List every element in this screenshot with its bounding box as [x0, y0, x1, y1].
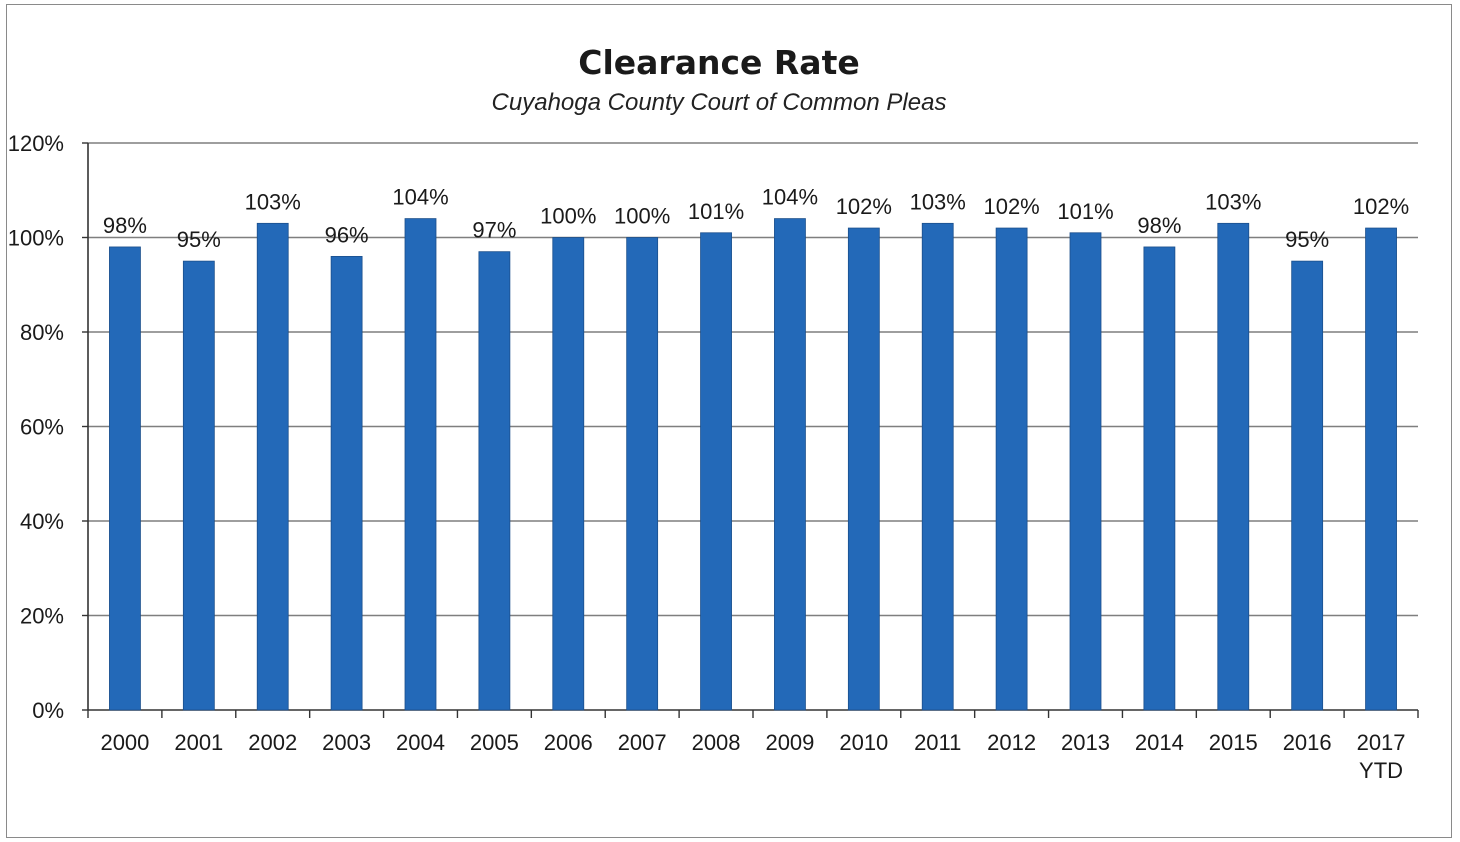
bar — [404, 218, 437, 711]
bar — [330, 255, 363, 711]
bar — [256, 222, 289, 711]
bar — [847, 227, 880, 711]
x-tick-label: 2012 — [987, 730, 1036, 755]
bar — [552, 237, 585, 711]
bar — [1069, 232, 1102, 711]
y-tick-label: 80% — [20, 320, 64, 345]
x-tick-label: 2004 — [396, 730, 445, 755]
data-label: 101% — [1057, 199, 1113, 224]
x-tick-label: 2009 — [765, 730, 814, 755]
x-tick-label: YTD — [1359, 758, 1403, 783]
data-label: 95% — [1285, 227, 1329, 252]
x-tick-label: 2008 — [692, 730, 741, 755]
data-label: 102% — [983, 194, 1039, 219]
x-tick-label: 2007 — [618, 730, 667, 755]
y-tick-label: 40% — [20, 509, 64, 534]
x-tick-label: 2006 — [544, 730, 593, 755]
y-tick-label: 100% — [8, 226, 64, 251]
data-label: 96% — [325, 222, 369, 247]
x-tick-label: 2001 — [174, 730, 223, 755]
chart-subtitle: Cuyahoga County Court of Common Pleas — [491, 89, 947, 116]
bar — [921, 222, 954, 711]
bar — [774, 218, 806, 711]
data-label: 104% — [762, 185, 818, 210]
x-tick-label: 2010 — [839, 730, 888, 755]
x-tick-label: 2013 — [1061, 730, 1110, 755]
data-label: 102% — [836, 194, 892, 219]
x-tick-label: 2003 — [322, 730, 371, 755]
x-tick-label: 2011 — [914, 730, 961, 755]
data-label: 100% — [614, 204, 670, 229]
bar — [182, 260, 215, 711]
bar — [1291, 260, 1324, 711]
x-tick-label: 2017 — [1357, 730, 1406, 755]
chart-title: Clearance Rate — [578, 43, 860, 82]
bar — [995, 227, 1028, 711]
x-tick-label: 2016 — [1283, 730, 1332, 755]
data-label: 100% — [540, 204, 596, 229]
x-tick-label: 2014 — [1135, 730, 1184, 755]
data-label: 103% — [1205, 189, 1261, 214]
y-tick-label: 120% — [8, 131, 64, 156]
bar — [700, 232, 732, 711]
x-tick-label: 2005 — [470, 730, 519, 755]
x-tick-label: 2002 — [248, 730, 297, 755]
data-label: 98% — [1137, 213, 1181, 238]
y-tick-label: 0% — [32, 698, 64, 723]
x-tick-label: 2000 — [100, 730, 149, 755]
bar — [1143, 246, 1176, 711]
data-label: 102% — [1353, 194, 1409, 219]
y-tick-label: 20% — [20, 604, 64, 629]
x-tick-label: 2015 — [1209, 730, 1258, 755]
data-label: 104% — [392, 185, 448, 210]
bar — [1217, 222, 1250, 711]
data-label: 101% — [688, 199, 744, 224]
data-label: 103% — [910, 189, 966, 214]
bar — [109, 246, 141, 711]
data-label: 95% — [177, 227, 221, 252]
bar — [626, 237, 659, 711]
data-label: 103% — [245, 189, 301, 214]
y-tick-label: 60% — [20, 415, 64, 440]
data-label: 97% — [472, 218, 516, 243]
bar — [1365, 227, 1397, 711]
data-label: 98% — [103, 213, 147, 238]
bar — [478, 251, 511, 711]
